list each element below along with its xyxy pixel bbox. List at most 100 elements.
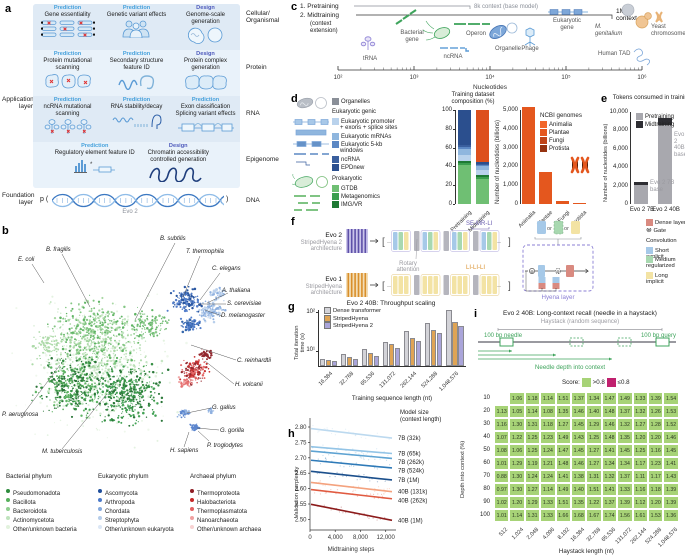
decorative xyxy=(180,370,183,374)
decorative xyxy=(131,379,133,382)
decorative xyxy=(107,403,110,405)
decorative xyxy=(34,433,36,436)
decorative xyxy=(71,375,74,378)
species-label: H. sapiens xyxy=(170,448,199,454)
legend-group-title: Eukaryotic genic xyxy=(332,109,377,115)
svg-text: Rotary xyxy=(399,261,417,267)
decorative xyxy=(210,309,213,312)
decorative xyxy=(42,341,45,345)
decorative xyxy=(135,398,138,401)
noise-dot xyxy=(325,492,327,494)
decorative xyxy=(212,318,215,321)
decorative xyxy=(296,141,307,147)
decorative xyxy=(296,161,310,166)
decorative xyxy=(350,229,353,253)
decorative xyxy=(80,366,84,370)
decorative xyxy=(76,364,79,366)
decorative xyxy=(59,383,61,385)
decorative xyxy=(205,367,207,369)
score-legend-label: ≤0.8 xyxy=(617,379,630,387)
decorative xyxy=(106,371,109,374)
decorative xyxy=(135,391,138,394)
decorative xyxy=(162,339,165,342)
layer-block xyxy=(404,276,409,294)
decorative xyxy=(119,393,122,396)
decorative xyxy=(156,439,159,442)
decorative xyxy=(100,361,103,365)
decorative xyxy=(75,332,78,335)
species-leader-line xyxy=(199,272,221,301)
throughput-bar xyxy=(352,358,358,366)
noise-dot xyxy=(354,452,356,454)
decorative xyxy=(88,364,91,367)
legend-row: Eukaryotic 5-kb xyxy=(332,141,382,148)
decorative xyxy=(134,319,137,323)
layer-block xyxy=(398,232,403,250)
legend-swatch xyxy=(332,98,339,105)
decorative xyxy=(104,321,107,324)
decorative xyxy=(118,347,121,349)
legend-item-label: Metagenomics xyxy=(341,194,381,201)
decorative xyxy=(138,400,141,403)
decorative xyxy=(73,400,75,403)
svg-text: 2.55 xyxy=(295,502,307,508)
panel-label-b: b xyxy=(2,225,9,237)
decorative xyxy=(140,334,142,336)
decorative xyxy=(75,357,77,359)
decorative xyxy=(218,312,221,315)
decorative xyxy=(77,397,79,399)
svg-text: StripedHyena xyxy=(306,284,343,290)
decorative: 100 xyxy=(441,107,452,113)
decorative xyxy=(102,400,105,403)
decorative xyxy=(161,405,163,408)
decorative xyxy=(123,430,126,433)
decorative xyxy=(65,338,69,341)
decorative xyxy=(131,371,134,373)
decorative xyxy=(409,9,417,15)
svg-text: 40B (1M) xyxy=(398,518,423,524)
decorative xyxy=(60,377,63,380)
decorative xyxy=(66,355,69,358)
decorative xyxy=(63,391,66,394)
task-card: Prediction Exon classification Splicing v… xyxy=(171,96,240,142)
decorative xyxy=(71,314,74,318)
decorative xyxy=(111,342,113,344)
decorative xyxy=(87,382,90,385)
decorative xyxy=(183,305,185,307)
decorative xyxy=(83,317,85,319)
decorative xyxy=(106,349,109,352)
decorative xyxy=(33,324,35,327)
decorative xyxy=(49,363,51,366)
decorative xyxy=(208,311,211,314)
decorative xyxy=(51,327,54,330)
decorative xyxy=(106,356,109,358)
decorative xyxy=(111,302,114,305)
layer-block xyxy=(481,232,486,250)
task-tag: Design xyxy=(196,51,215,57)
heatmap-cell: 1.06 xyxy=(509,392,525,405)
decorative xyxy=(110,395,112,397)
decorative xyxy=(146,374,149,377)
decorative xyxy=(156,319,158,322)
decorative xyxy=(70,336,73,339)
noise-dot xyxy=(352,490,354,492)
decorative xyxy=(60,369,62,371)
species-leader-line xyxy=(204,309,223,317)
decorative xyxy=(139,373,141,375)
legend-row: + exons + splice sites xyxy=(332,125,397,131)
decorative xyxy=(104,356,106,359)
decorative xyxy=(78,402,82,405)
decorative xyxy=(154,329,156,331)
decorative xyxy=(45,346,47,349)
decorative xyxy=(53,332,55,334)
noise-dot xyxy=(376,432,378,434)
decorative xyxy=(153,399,156,402)
decorative xyxy=(70,309,73,312)
decorative xyxy=(66,333,69,336)
decorative xyxy=(140,409,143,412)
decorative xyxy=(79,400,82,403)
decorative xyxy=(44,352,46,354)
decorative xyxy=(221,290,224,293)
decorative xyxy=(91,383,93,386)
decorative xyxy=(64,119,71,125)
